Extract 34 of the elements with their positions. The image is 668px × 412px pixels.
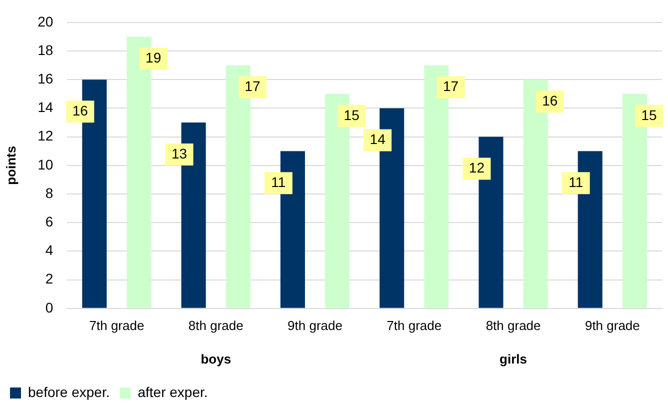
data-label: 17 <box>442 78 459 94</box>
x-tick-label: 7th grade <box>386 318 442 333</box>
y-tick-label: 16 <box>38 70 54 86</box>
y-tick-label: 0 <box>45 299 54 316</box>
y-tick-label: 10 <box>38 156 54 172</box>
x-tick-label: 7th grade <box>89 318 144 333</box>
data-label: 14 <box>370 131 386 148</box>
y-tick-label: 14 <box>38 99 54 116</box>
y-tick-label: 20 <box>38 13 54 30</box>
y-axis-title: points <box>3 146 18 185</box>
y-tick-label: 2 <box>45 270 54 287</box>
text: boys <box>200 352 232 367</box>
data-label: 15 <box>344 106 360 123</box>
data-label: 15 <box>641 106 657 123</box>
y-tick-label: 18 <box>38 42 54 58</box>
data-label: 13 <box>172 145 188 162</box>
data-label: 16 <box>542 92 558 108</box>
legend-label: after exper. <box>138 384 208 400</box>
data-label: 16 <box>72 102 88 118</box>
data-label: 19 <box>146 50 162 66</box>
x-tick-label: 9th grade <box>288 318 342 333</box>
x-tick-label: 8th grade <box>188 318 244 333</box>
legend-label: before exper. <box>28 384 110 400</box>
data-label: 11 <box>271 174 286 190</box>
data-label: 17 <box>244 78 260 94</box>
text: girls <box>500 352 528 367</box>
data-label: 12 <box>468 160 485 176</box>
y-tick-label: 8 <box>45 184 54 201</box>
x-tick-label: 8th grade <box>486 318 541 333</box>
x-tick-label: 9th grade <box>584 318 640 333</box>
y-tick-label: 12 <box>38 128 54 144</box>
y-tick-label: 4 <box>45 242 54 258</box>
data-label: 11 <box>568 174 584 190</box>
y-tick-label: 6 <box>45 213 54 230</box>
